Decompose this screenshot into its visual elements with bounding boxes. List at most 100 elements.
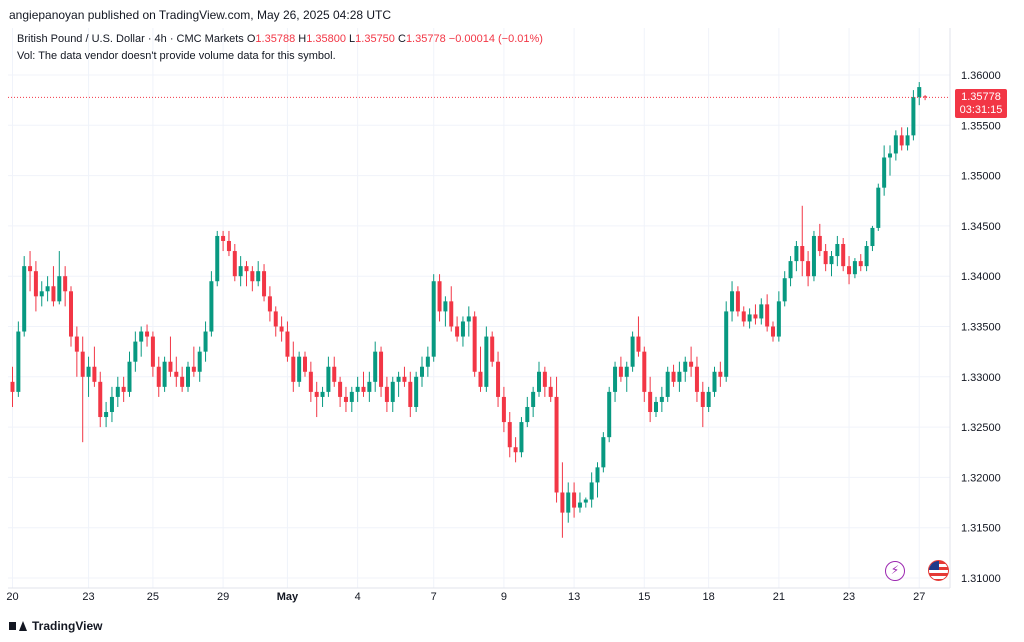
y-tick-label: 1.31500 — [961, 523, 1001, 535]
candle — [74, 326, 79, 377]
candle — [905, 127, 910, 151]
candle-body — [332, 366, 337, 382]
x-tick-label: 20 — [6, 591, 18, 603]
candle — [437, 274, 442, 322]
candle — [496, 351, 501, 407]
candle — [466, 306, 471, 337]
candle — [478, 346, 483, 392]
candle — [51, 266, 56, 307]
candle-body — [98, 381, 103, 418]
candle-body — [238, 266, 243, 277]
candle-body — [712, 371, 717, 392]
candle-body — [765, 304, 770, 327]
candle — [133, 331, 138, 372]
candle-body — [735, 291, 740, 312]
candle-body — [279, 326, 284, 332]
candle — [888, 145, 892, 176]
candle-body — [443, 301, 448, 312]
candle-body — [303, 356, 307, 372]
candle — [221, 230, 226, 252]
candle — [472, 311, 477, 377]
candle-body — [601, 437, 606, 468]
y-tick-label: 1.36000 — [961, 70, 1001, 82]
candle — [759, 298, 764, 325]
candle — [630, 331, 635, 372]
footer-brand[interactable]: TradingView — [9, 619, 102, 633]
candle-body — [408, 381, 413, 407]
candle-body — [788, 261, 793, 279]
candle — [548, 376, 553, 402]
candle-body — [285, 331, 290, 357]
candle-body — [747, 314, 752, 322]
candle — [911, 90, 916, 141]
candle — [145, 324, 150, 347]
y-tick-label: 1.35500 — [961, 120, 1001, 132]
candle-body — [577, 502, 582, 508]
candle — [747, 308, 752, 329]
tradingview-logo-icon — [9, 621, 27, 631]
candle-body — [69, 291, 73, 337]
candle — [338, 376, 343, 407]
x-tick-label: 7 — [431, 591, 437, 603]
candle-body — [221, 235, 226, 241]
candle-body — [209, 281, 214, 332]
candle-body — [654, 401, 658, 413]
candle — [613, 361, 618, 402]
candle — [273, 306, 278, 337]
candle — [642, 346, 647, 402]
candle-body — [507, 422, 512, 448]
candle-body — [139, 331, 144, 342]
candle — [414, 371, 419, 413]
chart-grid — [8, 28, 950, 588]
candle-body — [267, 296, 272, 312]
candle — [92, 346, 97, 387]
candle-body — [741, 311, 746, 322]
candle-body — [127, 361, 132, 392]
candle-body — [852, 261, 857, 275]
candle — [279, 316, 284, 342]
candle — [537, 361, 541, 397]
candle-body — [174, 371, 179, 377]
candle — [771, 321, 775, 342]
candle-body — [496, 361, 501, 397]
candle-body — [367, 381, 372, 392]
candle-body — [250, 271, 255, 282]
candle — [847, 256, 852, 285]
candle — [39, 281, 44, 307]
candle — [425, 346, 430, 377]
candle — [882, 145, 887, 196]
us-flag-icon[interactable] — [928, 560, 949, 581]
countdown-value: 03:31:15 — [959, 104, 1003, 116]
candle-body — [460, 321, 465, 337]
lightning-icon[interactable]: ⚡ — [885, 561, 905, 581]
y-tick-label: 1.34000 — [961, 271, 1001, 283]
candle-body — [414, 376, 419, 407]
y-tick-label: 1.32500 — [961, 422, 1001, 434]
candle — [782, 271, 787, 307]
footer-brand-label: TradingView — [32, 619, 103, 633]
candle-body — [361, 386, 366, 392]
candle — [519, 417, 524, 458]
candle-body — [519, 422, 524, 453]
candle-body — [121, 386, 126, 392]
candle-body — [595, 467, 600, 483]
candle-body — [22, 266, 27, 332]
x-tick-label: 18 — [703, 591, 715, 603]
candle-body — [864, 246, 869, 267]
candle-body — [308, 371, 313, 392]
candle — [104, 401, 109, 428]
candle-body — [899, 135, 904, 146]
candle-body — [893, 135, 898, 154]
candle-body — [671, 371, 676, 382]
candle-body — [490, 336, 495, 362]
candle-body — [92, 366, 97, 382]
y-tick-label: 1.34500 — [961, 221, 1001, 233]
candle-body — [531, 391, 536, 407]
candle — [63, 266, 68, 307]
close-value: 1.35778 — [405, 33, 446, 45]
candle — [180, 366, 185, 392]
candle-body — [665, 371, 670, 397]
candle — [800, 205, 805, 277]
candle — [572, 482, 577, 518]
